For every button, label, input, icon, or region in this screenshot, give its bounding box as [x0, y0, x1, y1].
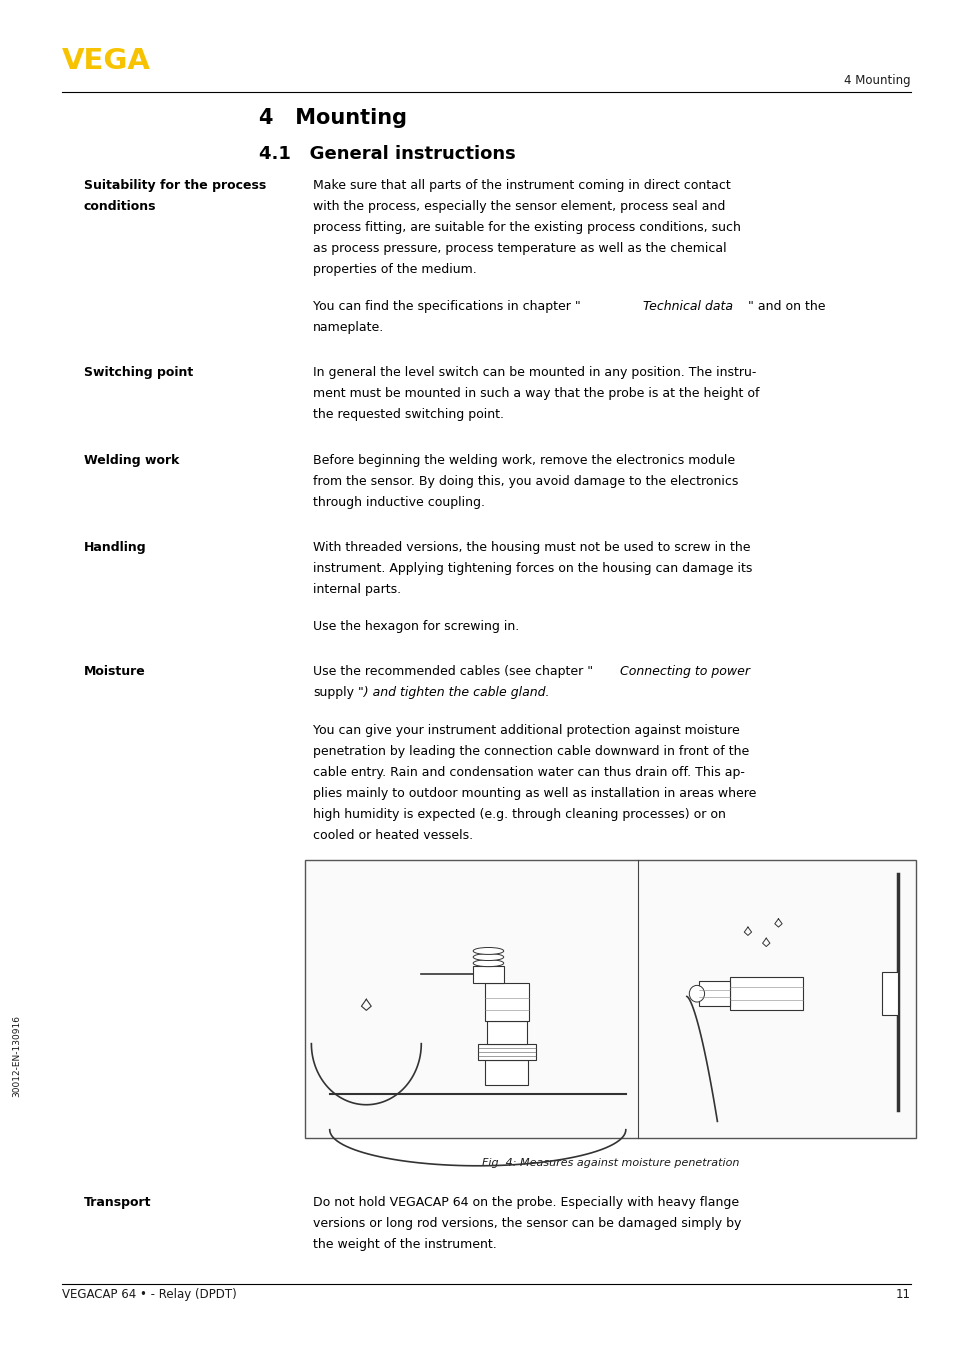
- Text: Before beginning the welding work, remove the electronics module: Before beginning the welding work, remov…: [313, 454, 734, 467]
- Text: 4 Mounting: 4 Mounting: [843, 73, 910, 87]
- Text: Transport: Transport: [84, 1196, 152, 1209]
- Text: Handling: Handling: [84, 540, 147, 554]
- Text: Connecting to power: Connecting to power: [619, 665, 750, 678]
- Text: Suitability for the process: Suitability for the process: [84, 179, 266, 192]
- Bar: [485, 1060, 528, 1086]
- Text: Welding work: Welding work: [84, 454, 179, 467]
- Text: through inductive coupling.: through inductive coupling.: [313, 496, 484, 509]
- Text: 30012-EN-130916: 30012-EN-130916: [12, 1016, 22, 1097]
- Text: 11: 11: [895, 1288, 910, 1301]
- Text: You can give your instrument additional protection against moisture: You can give your instrument additional …: [313, 723, 739, 737]
- Text: properties of the medium.: properties of the medium.: [313, 263, 476, 276]
- Text: 4   Mounting: 4 Mounting: [259, 108, 407, 129]
- Text: 4.1   General instructions: 4.1 General instructions: [259, 145, 516, 162]
- Text: process fitting, are suitable for the existing process conditions, such: process fitting, are suitable for the ex…: [313, 221, 740, 234]
- Ellipse shape: [473, 953, 503, 960]
- Text: Do not hold VEGACAP 64 on the probe. Especially with heavy flange: Do not hold VEGACAP 64 on the probe. Esp…: [313, 1196, 739, 1209]
- Text: with the process, especially the sensor element, process seal and: with the process, especially the sensor …: [313, 199, 724, 213]
- Text: VEGA: VEGA: [62, 47, 151, 76]
- Bar: [473, 965, 503, 983]
- Text: as process pressure, process temperature as well as the chemical: as process pressure, process temperature…: [313, 241, 726, 255]
- Text: Moisture: Moisture: [84, 665, 146, 678]
- Text: You can find the specifications in chapter ": You can find the specifications in chapt…: [313, 299, 580, 313]
- Text: " and on the: " and on the: [747, 299, 824, 313]
- Text: from the sensor. By doing this, you avoid damage to the electronics: from the sensor. By doing this, you avoi…: [313, 474, 738, 487]
- Text: ") and tighten the cable gland.: ") and tighten the cable gland.: [357, 686, 549, 700]
- Text: Switching point: Switching point: [84, 366, 193, 379]
- Text: Make sure that all parts of the instrument coming in direct contact: Make sure that all parts of the instrume…: [313, 179, 730, 192]
- Ellipse shape: [473, 948, 503, 955]
- Text: nameplate.: nameplate.: [313, 321, 384, 334]
- Bar: [729, 978, 802, 1010]
- Ellipse shape: [473, 960, 503, 967]
- Text: In general the level switch can be mounted in any position. The instru-: In general the level switch can be mount…: [313, 366, 756, 379]
- Bar: [699, 982, 729, 1006]
- Text: VEGACAP 64 • - Relay (DPDT): VEGACAP 64 • - Relay (DPDT): [62, 1288, 236, 1301]
- Text: cooled or heated vessels.: cooled or heated vessels.: [313, 829, 473, 842]
- Bar: [477, 1044, 536, 1060]
- Text: Use the hexagon for screwing in.: Use the hexagon for screwing in.: [313, 620, 518, 634]
- Ellipse shape: [689, 986, 704, 1002]
- Text: the weight of the instrument.: the weight of the instrument.: [313, 1238, 497, 1251]
- Bar: [305, 860, 915, 1137]
- Text: the requested switching point.: the requested switching point.: [313, 408, 503, 421]
- Text: conditions: conditions: [84, 199, 156, 213]
- Text: high humidity is expected (e.g. through cleaning processes) or on: high humidity is expected (e.g. through …: [313, 807, 725, 821]
- Text: cable entry. Rain and condensation water can thus drain off. This ap-: cable entry. Rain and condensation water…: [313, 765, 744, 779]
- Bar: [484, 983, 528, 1021]
- Text: Use the recommended cables (see chapter ": Use the recommended cables (see chapter …: [313, 665, 593, 678]
- Bar: [486, 1021, 526, 1044]
- Text: internal parts.: internal parts.: [313, 582, 400, 596]
- Text: With threaded versions, the housing must not be used to screw in the: With threaded versions, the housing must…: [313, 540, 750, 554]
- Text: supply: supply: [313, 686, 354, 700]
- Text: penetration by leading the connection cable downward in front of the: penetration by leading the connection ca…: [313, 745, 748, 758]
- Text: Technical data: Technical data: [642, 299, 732, 313]
- Text: ment must be mounted in such a way that the probe is at the height of: ment must be mounted in such a way that …: [313, 387, 759, 401]
- Text: Fig. 4: Measures against moisture penetration: Fig. 4: Measures against moisture penetr…: [481, 1158, 739, 1169]
- Text: plies mainly to outdoor mounting as well as installation in areas where: plies mainly to outdoor mounting as well…: [313, 787, 756, 800]
- Text: instrument. Applying tightening forces on the housing can damage its: instrument. Applying tightening forces o…: [313, 562, 752, 575]
- Text: versions or long rod versions, the sensor can be damaged simply by: versions or long rod versions, the senso…: [313, 1217, 740, 1231]
- Bar: [882, 972, 897, 1016]
